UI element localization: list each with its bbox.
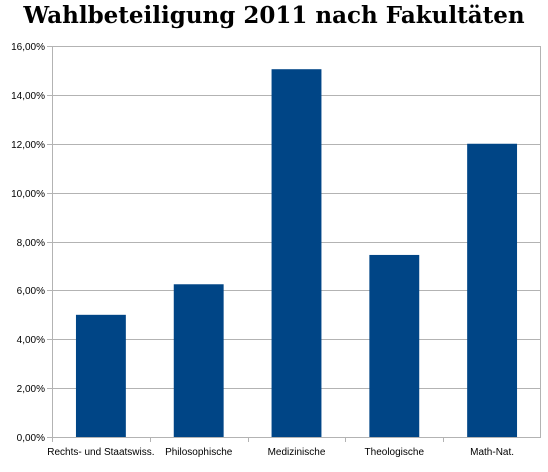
y-tick-label: 8,00% [17,238,45,249]
bar-3 [271,69,322,437]
x-tick-label: Theologische [365,447,425,458]
bar-2 [173,284,224,437]
y-tick-label: 0,00% [17,433,45,444]
bar-5 [467,143,518,437]
axes [47,46,541,442]
y-tick-label: 6,00% [17,286,45,297]
plot-area-frame [52,46,541,438]
x-tick-label: Math-Nat. [470,447,514,458]
y-tick-label: 14,00% [11,91,45,102]
x-tick-label: Philosophische [165,447,233,458]
x-tick-label: Medizinische [268,447,326,458]
y-tick-label: 12,00% [11,140,45,151]
bar-4 [369,254,420,437]
y-tick-label: 16,00% [11,42,45,53]
y-tick-label: 2,00% [17,384,45,395]
y-tick-label: 4,00% [17,335,45,346]
x-axis-tick-labels: Rechts- und Staatswiss. Philosophische Med… [47,447,514,458]
chart-title: Wahlbeteiligung 2011 nach Fakultäten [23,2,525,29]
x-tick-label: Rechts- und Staatswiss. [47,447,154,458]
bar-1 [75,314,126,437]
y-axis-tick-labels: 0,00% 2,00% 4,00% 6,00% 8,00% 10,00% 12,00% 14,… [11,42,45,444]
y-tick-label: 10,00% [11,189,45,200]
bars [75,69,518,437]
